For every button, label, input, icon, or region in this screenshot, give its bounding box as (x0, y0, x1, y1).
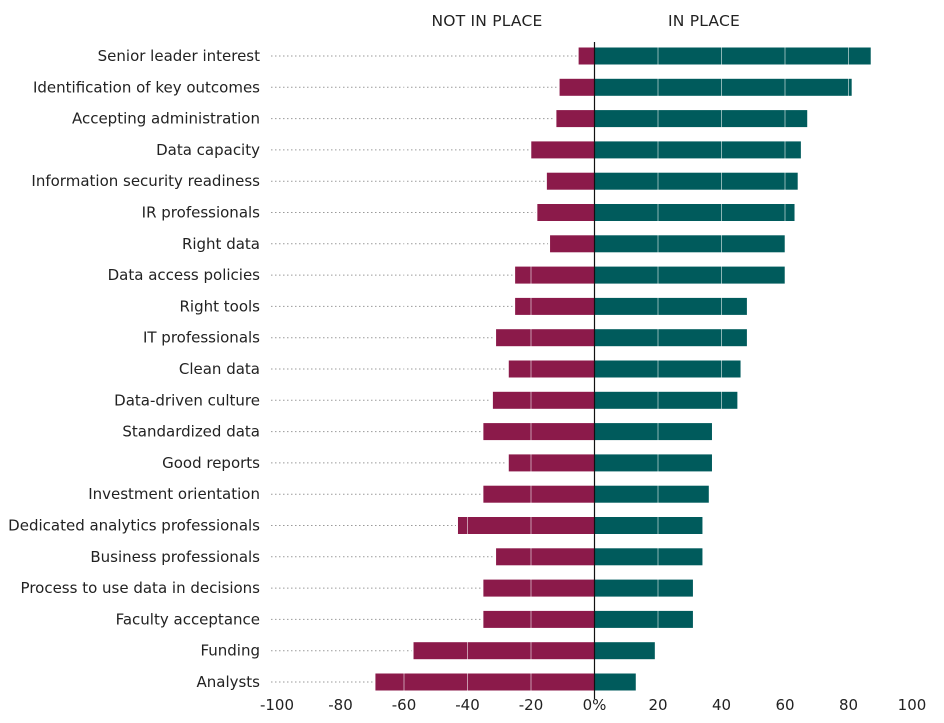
category-label: Data access policies (108, 266, 261, 284)
bar-in-place (594, 517, 703, 534)
x-tick-label: 60 (775, 696, 794, 714)
header-not-in-place: NOT IN PLACE (432, 12, 543, 30)
bar-not-in-place (537, 204, 595, 221)
x-tick-label: -40 (455, 696, 480, 714)
category-label: Senior leader interest (98, 47, 260, 65)
bar-not-in-place (531, 141, 595, 159)
category-label: Analysts (196, 673, 260, 691)
bar-not-in-place (578, 47, 595, 65)
bar-not-in-place (515, 266, 595, 284)
category-label: Faculty acceptance (116, 610, 260, 628)
bar-not-in-place (483, 610, 595, 628)
bar-not-in-place (483, 423, 595, 441)
bar-in-place (594, 548, 703, 566)
bar-in-place (594, 172, 798, 190)
bar-in-place (594, 454, 712, 472)
bar-in-place (594, 329, 747, 347)
bar-in-place (594, 47, 871, 65)
bar-not-in-place (556, 110, 595, 128)
x-tick-label: 40 (712, 696, 731, 714)
category-label: Accepting administration (72, 110, 260, 128)
x-tick-label: -20 (519, 696, 544, 714)
header-in-place: IN PLACE (668, 12, 740, 30)
bar-not-in-place (483, 485, 595, 503)
bar-in-place (594, 610, 693, 628)
bar-not-in-place (496, 329, 595, 347)
bar-in-place (594, 391, 738, 409)
category-label: Right data (182, 235, 260, 253)
x-tick-label: -60 (392, 696, 417, 714)
bar-in-place (594, 266, 785, 284)
bar-not-in-place (496, 548, 595, 566)
category-label: IT professionals (143, 329, 260, 347)
category-label: Clean data (179, 360, 260, 378)
bar-in-place (594, 673, 636, 691)
bar-in-place (594, 78, 852, 96)
bar-not-in-place (375, 673, 595, 691)
bar-not-in-place (515, 297, 595, 315)
category-label: Funding (200, 642, 260, 660)
category-label: Dedicated analytics professionals (8, 517, 260, 535)
category-label: Data capacity (156, 141, 260, 159)
bar-not-in-place (492, 391, 595, 409)
x-tick-label: -80 (328, 696, 353, 714)
x-tick-label: 20 (648, 696, 667, 714)
category-label: Investment orientation (88, 485, 260, 503)
bar-in-place (594, 110, 808, 128)
category-label: Identification of key outcomes (33, 78, 260, 96)
x-tick-label: 80 (839, 696, 858, 714)
category-label: Right tools (180, 297, 261, 315)
bar-in-place (594, 579, 693, 597)
bar-in-place (594, 204, 795, 221)
x-tick-label: 100 (898, 696, 927, 714)
category-label: Data-driven culture (114, 391, 260, 409)
bar-in-place (594, 423, 712, 441)
bar-not-in-place (508, 454, 595, 472)
bar-not-in-place (546, 172, 595, 190)
bar-in-place (594, 141, 801, 159)
bar-in-place (594, 360, 741, 378)
category-label: IR professionals (142, 204, 261, 222)
bar-not-in-place (508, 360, 595, 378)
bar-not-in-place (559, 78, 595, 96)
bar-in-place (594, 297, 747, 315)
bar-not-in-place (483, 579, 595, 597)
bar-not-in-place (550, 235, 595, 253)
bar-in-place (594, 485, 709, 503)
bar-in-place (594, 642, 655, 660)
bar-not-in-place (413, 642, 595, 660)
category-label: Standardized data (122, 423, 260, 441)
bar-not-in-place (457, 517, 595, 534)
category-label: Process to use data in decisions (21, 579, 261, 597)
category-label: Business professionals (90, 548, 260, 566)
bar-in-place (594, 235, 785, 253)
x-tick-label: -100 (260, 696, 294, 714)
category-label: Information security readiness (31, 172, 260, 190)
x-tick-label: 0% (583, 696, 607, 714)
category-label: Good reports (162, 454, 260, 472)
